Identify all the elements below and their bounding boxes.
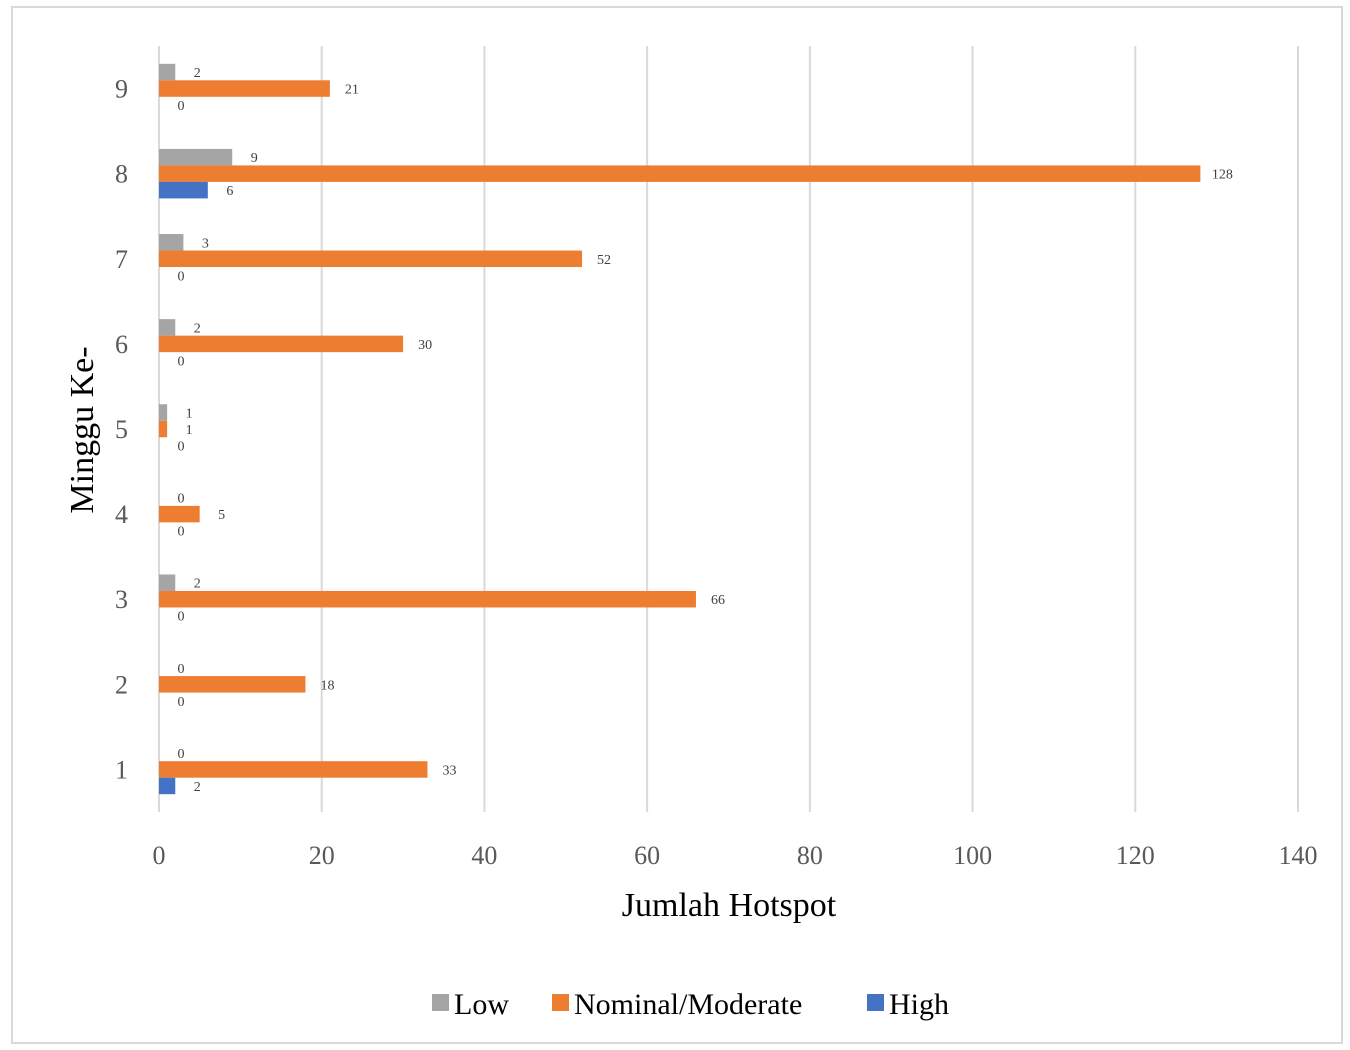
data-label: 0 [178,662,185,677]
bar [159,404,168,421]
x-tick-label: 20 [309,841,335,870]
legend-label: High [889,988,949,1021]
bar [159,505,200,523]
y-tick-label: 4 [115,500,128,529]
data-label: 2 [194,577,201,592]
y-tick-label: 5 [115,415,128,444]
data-label: 0 [178,525,185,540]
y-tick-label: 8 [115,160,128,189]
x-tick-label: 80 [797,841,823,870]
bar [159,676,306,693]
bar [159,761,428,778]
data-label: 0 [178,695,185,710]
bar [159,574,176,591]
bar [159,250,583,268]
data-label: 30 [418,338,432,353]
data-label: 2 [194,66,201,81]
x-tick-label: 140 [1279,841,1318,870]
y-axis-title: Minggu Ke- [64,346,101,513]
data-label: 1 [186,423,193,438]
y-tick-label: 3 [115,585,128,614]
y-tick-label: 6 [115,330,128,359]
bar [159,165,1201,182]
legend-swatch [432,994,449,1011]
y-tick-label: 2 [115,670,128,699]
data-label: 33 [442,763,456,778]
y-tick-label: 7 [115,245,128,274]
data-label: 66 [711,593,725,608]
data-label: 0 [178,747,185,762]
legend-swatch [867,994,884,1011]
legend: Low Nominal/Moderate High [432,988,949,1021]
bars [159,63,1201,795]
x-tick-label: 0 [153,841,166,870]
y-tick-label: 9 [115,75,128,104]
data-label: 2 [194,321,201,336]
data-label: 0 [178,440,185,455]
data-label: 18 [320,678,334,693]
data-label: 0 [178,99,185,114]
bar [159,181,208,199]
x-tick-label: 100 [953,841,992,870]
legend-swatch [552,994,569,1011]
y-tick-label: 1 [115,755,128,784]
data-label: 1 [186,407,193,422]
data-label: 52 [597,253,611,268]
bar [159,319,176,336]
data-label: 0 [178,492,185,507]
x-axis-title: Jumlah Hotspot [622,887,837,924]
bar [159,148,233,166]
bar [159,335,404,353]
bar [159,420,168,438]
data-label: 0 [178,269,185,284]
x-tick-label: 60 [634,841,660,870]
data-label: 0 [178,610,185,625]
bar [159,590,696,608]
bar [159,80,330,97]
bar [159,63,176,81]
x-tick-label: 120 [1116,841,1155,870]
bar [159,234,184,251]
data-label: 2 [194,780,201,795]
data-label: 21 [345,83,359,98]
data-label: 6 [226,184,233,199]
bar [159,777,176,795]
gridlines [158,46,1299,812]
data-label: 9 [251,151,258,166]
data-label: 3 [202,236,209,251]
data-label: 128 [1212,168,1233,183]
data-label: 0 [178,354,185,369]
x-tick-label: 40 [471,841,497,870]
legend-label: Low [454,988,509,1021]
data-label: 5 [218,508,225,523]
legend-label: Nominal/Moderate [574,988,802,1021]
